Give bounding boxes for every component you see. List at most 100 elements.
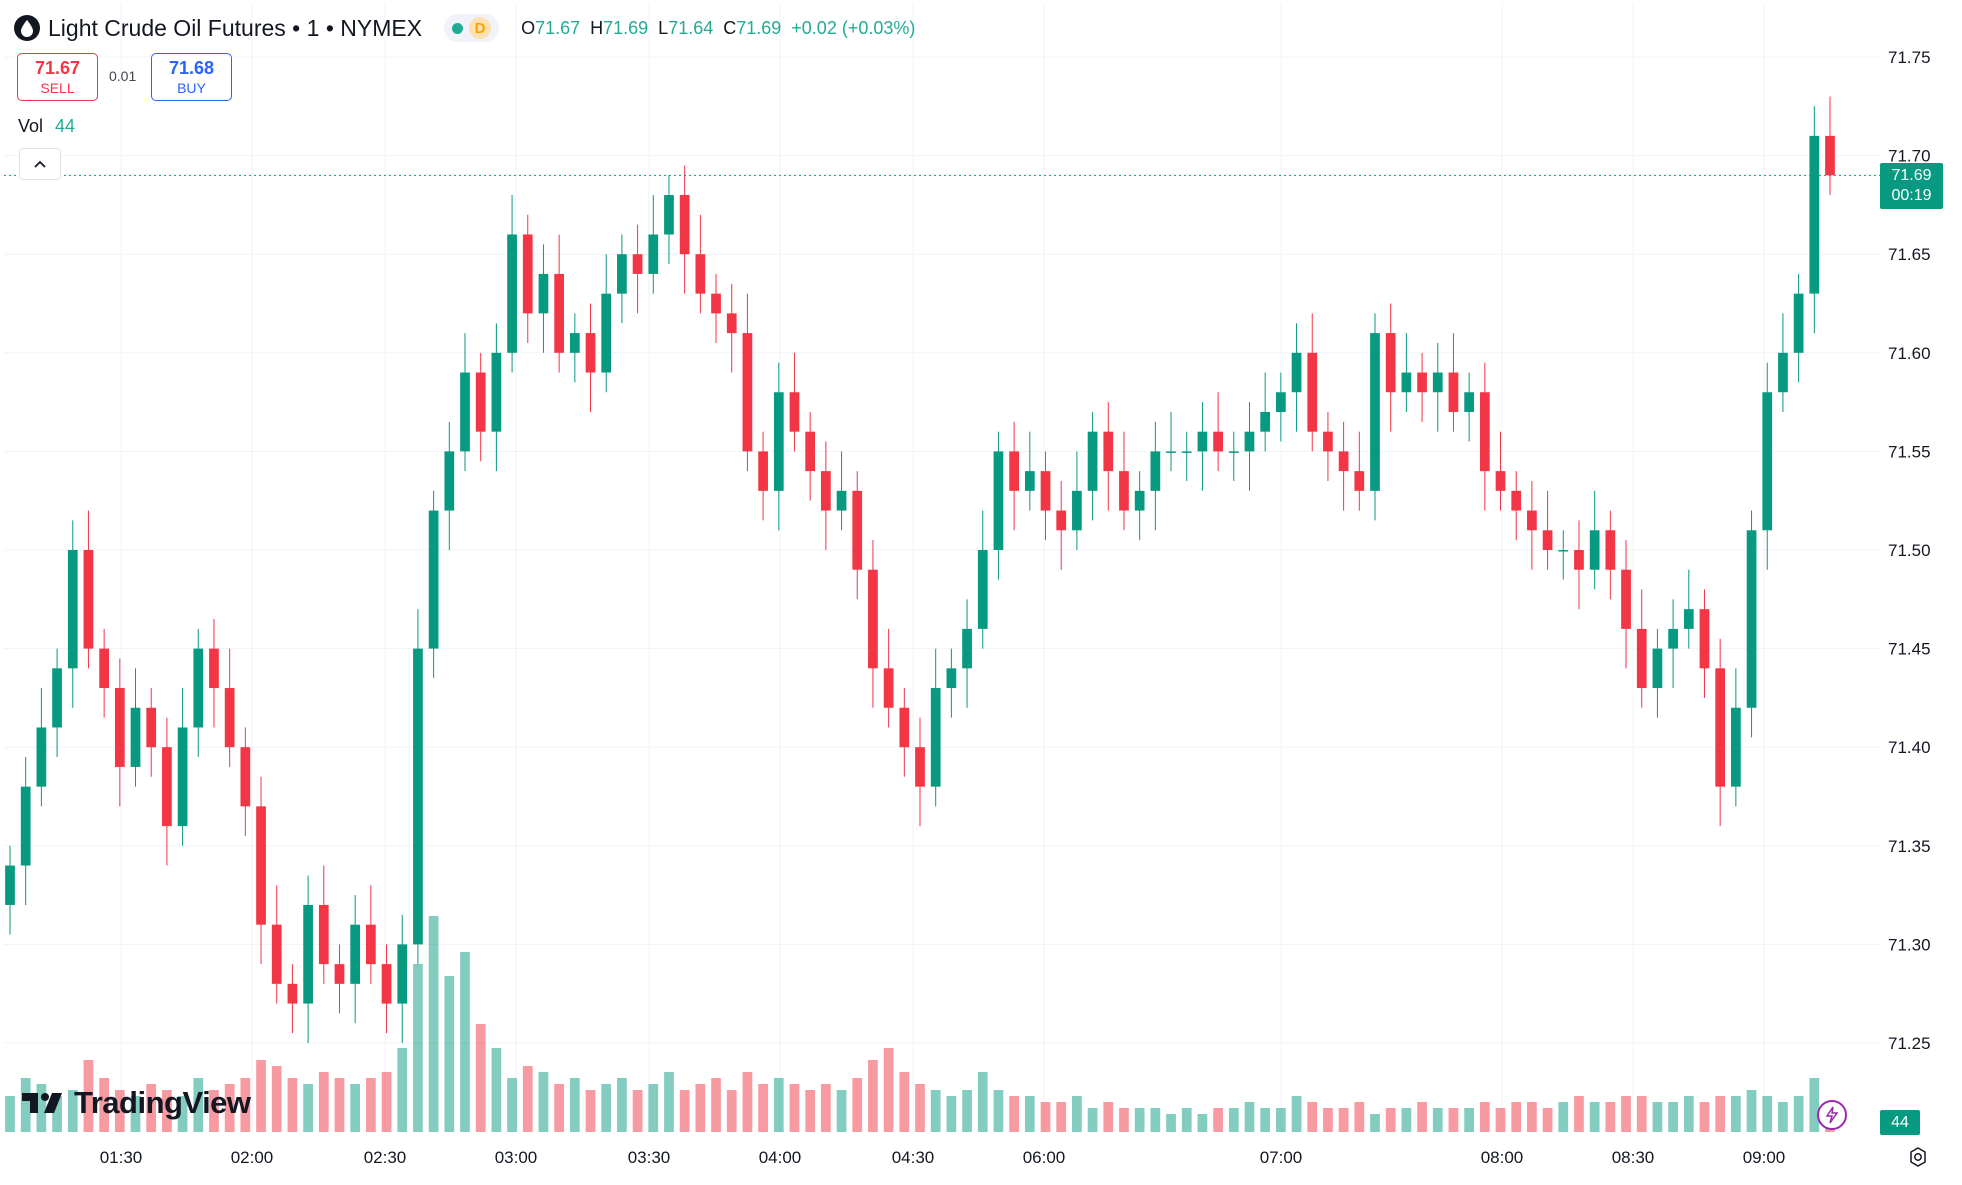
volume-bar	[303, 1084, 313, 1132]
candle-body	[193, 648, 204, 728]
candle-body	[334, 964, 345, 984]
candle-body	[1793, 293, 1804, 353]
volume-bar	[1746, 1090, 1757, 1132]
candle-body	[601, 293, 612, 373]
candle-body	[1636, 628, 1647, 689]
candle-body	[428, 510, 439, 649]
candle-body	[1370, 333, 1380, 491]
symbol-title[interactable]: Light Crude Oil Futures • 1 • NYMEX	[48, 14, 423, 41]
candle-body	[5, 865, 15, 905]
candle-body	[1150, 451, 1161, 491]
candle-body	[742, 333, 753, 452]
volume-bar	[1072, 1096, 1082, 1132]
volume-bar	[1715, 1096, 1726, 1132]
candle-body	[130, 707, 141, 767]
time-tick-label: 07:00	[1260, 1148, 1303, 1167]
settings-button[interactable]	[1904, 1143, 1932, 1171]
volume-bar	[256, 1060, 266, 1132]
volume-bar	[758, 1084, 768, 1132]
volume-bar	[5, 1096, 15, 1132]
grid	[4, 4, 1880, 1132]
volume-bar	[1338, 1108, 1349, 1132]
sell-button[interactable]: 71.67 SELL	[17, 53, 98, 101]
last-price-value: 71.69	[1891, 167, 1932, 185]
candle-body	[1087, 431, 1098, 491]
volume-bar	[1009, 1096, 1020, 1132]
volume-bar	[67, 1090, 78, 1132]
price-axis[interactable]: 71.75 71.70 71.65 71.60 71.55 71.50 71.45 71.40…	[1888, 48, 1931, 1053]
last-price-tag: 71.69 00:19	[1880, 163, 1943, 210]
volume-bar	[1495, 1108, 1506, 1132]
market-open-indicator	[452, 22, 464, 34]
candle-body	[805, 431, 816, 472]
market-status-badge[interactable]: D	[444, 14, 500, 42]
volume-bar	[1370, 1114, 1380, 1132]
candle-body	[1323, 431, 1333, 452]
candle-body	[915, 747, 925, 787]
volume-bar	[1542, 1108, 1553, 1132]
lightning-button[interactable]	[1817, 1100, 1847, 1130]
time-axis[interactable]: 01:30 02:00 02:30 03:00 03:30 04:00 04:30 06:00…	[100, 1148, 1786, 1167]
candle-body	[1683, 609, 1694, 629]
volume-bar	[114, 1090, 125, 1132]
volume-bar	[1087, 1108, 1098, 1132]
time-tick-label: 02:00	[231, 1148, 274, 1167]
volume-bar	[1056, 1102, 1067, 1132]
collapse-legend-button[interactable]	[19, 148, 61, 180]
volume-bar	[444, 976, 455, 1132]
volume-bar	[695, 1084, 706, 1132]
candle-body	[1024, 471, 1035, 491]
volume-bar	[632, 1090, 643, 1132]
buy-label: BUY	[177, 80, 206, 96]
volume-bar	[318, 1072, 329, 1132]
volume-bar	[1323, 1108, 1333, 1132]
sell-price: 71.67	[34, 58, 81, 78]
volume-bar	[52, 1096, 62, 1132]
volume-bar	[711, 1078, 721, 1132]
price-tick-label: 71.50	[1888, 541, 1931, 560]
candle-body	[177, 727, 188, 827]
candle-body	[20, 786, 31, 866]
candle-body	[1275, 392, 1286, 412]
candle-body	[773, 392, 784, 491]
volume-bar	[1479, 1102, 1490, 1132]
candle-body	[1432, 372, 1443, 393]
time-tick-label: 04:30	[892, 1148, 935, 1167]
price-tick-label: 71.45	[1888, 640, 1931, 659]
candle-body	[397, 944, 408, 1004]
volume-bar	[899, 1072, 910, 1132]
volume-bar	[648, 1084, 659, 1132]
candle-body	[83, 550, 94, 649]
candle-body	[1291, 352, 1302, 393]
candle-body	[1213, 431, 1223, 452]
candle-body	[538, 273, 549, 314]
volume-bar	[915, 1084, 925, 1132]
candle-body	[1668, 628, 1678, 649]
candle-body	[1621, 569, 1631, 629]
candle-body	[1574, 550, 1584, 570]
volume-bar	[1762, 1096, 1773, 1132]
candle-body	[1040, 471, 1051, 511]
candle-body	[36, 727, 47, 787]
volume-legend[interactable]: Vol 44	[18, 116, 75, 137]
volume-bar	[240, 1078, 251, 1132]
volume-bar	[381, 1072, 392, 1132]
volume-bar	[491, 1048, 502, 1132]
candle-body	[271, 924, 282, 984]
candle-body	[585, 333, 596, 373]
buy-button[interactable]: 71.68 BUY	[151, 53, 232, 101]
volume-bar	[1150, 1108, 1161, 1132]
tradingview-logo[interactable]: TradingView	[22, 1085, 251, 1121]
candle-body	[1605, 530, 1616, 570]
volume-bar	[1464, 1108, 1475, 1132]
price-tick-label: 71.60	[1888, 344, 1931, 363]
last-volume-tag: 44	[1880, 1110, 1920, 1135]
candle-body	[1778, 352, 1788, 393]
volume-bar	[1103, 1102, 1114, 1132]
candle-body	[1715, 668, 1726, 787]
candle-body	[1181, 451, 1192, 453]
volume-bar	[350, 1084, 361, 1132]
volume-bar	[742, 1072, 753, 1132]
candle-body	[1825, 135, 1835, 176]
